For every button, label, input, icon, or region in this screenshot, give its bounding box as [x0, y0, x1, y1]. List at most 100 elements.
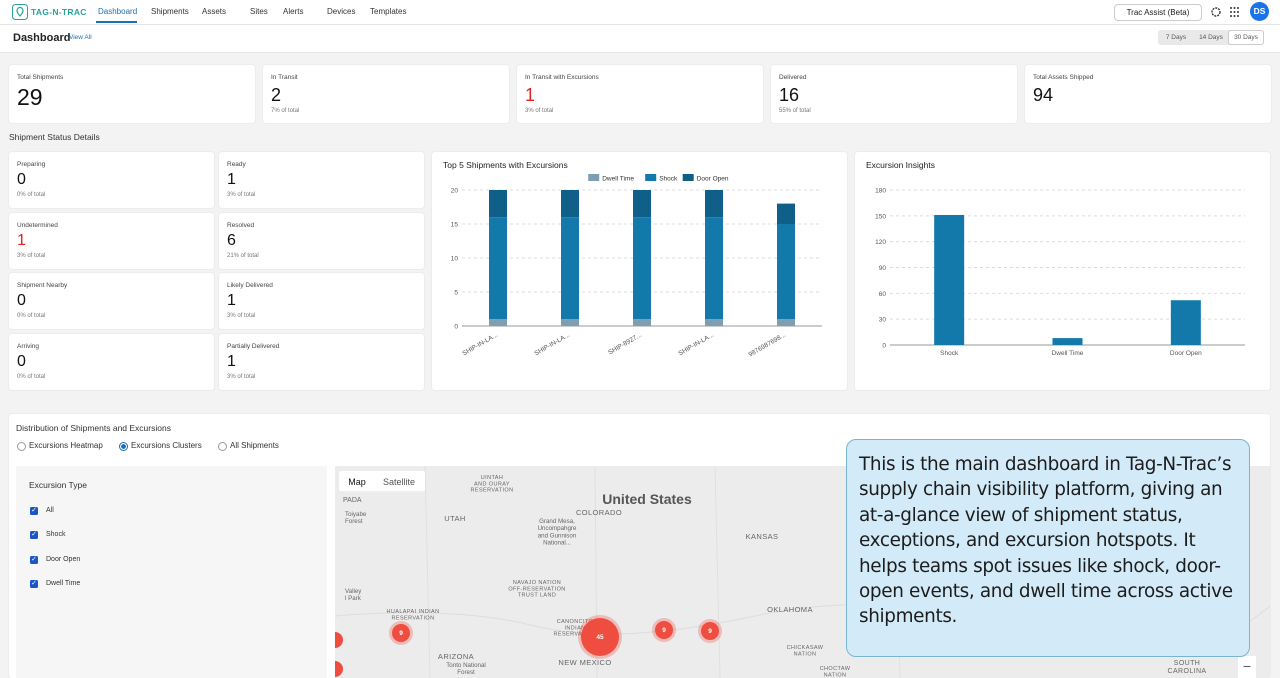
bar-segment — [777, 203, 795, 224]
insights-panel: Excursion Insights 0 30 60 90 120 150 180 Shock D… — [855, 152, 1270, 390]
map-label-line: HUALAPAI INDIAN — [387, 609, 440, 615]
filter-checkbox[interactable]: ✓ Shock — [30, 530, 150, 542]
map-label: CANONCITO INDIAN RESERVATION — [554, 619, 597, 638]
map-label: NEW MEXICO — [558, 658, 611, 667]
map-label-line: Forest — [345, 518, 363, 525]
cluster-edge — [335, 661, 343, 677]
card-label: Total Assets Shipped — [1033, 74, 1094, 81]
tab-bar — [339, 471, 425, 491]
card-value: 16 — [779, 85, 800, 105]
radio-option[interactable]: All Shipments — [218, 441, 288, 453]
map-label-line: CHOCTAW — [820, 666, 851, 672]
x-tick-label: SHIP-IN-LA... — [677, 332, 715, 358]
chart-title: Top 5 Shipments with Excursions — [443, 160, 568, 170]
map-label: United States — [602, 491, 692, 507]
map-label-line: OKLAHOMA — [767, 605, 813, 614]
map-label-line: COLORADO — [576, 508, 622, 517]
nav-item[interactable]: Dashboard — [98, 7, 138, 16]
radio-option[interactable]: Excursions Clusters — [119, 441, 209, 453]
assist-button[interactable]: Trac Assist (Beta) — [1114, 4, 1202, 21]
legend-label: Shock — [659, 176, 678, 183]
cluster[interactable] — [655, 621, 673, 639]
toolbar-icons — [1211, 7, 1239, 17]
map-label-line: INDIAN — [564, 625, 585, 631]
map-label: KANSAS — [746, 532, 779, 541]
bar-segment — [561, 190, 579, 218]
summary-card: In Transit 2 7% of total — [263, 65, 509, 123]
page-header: Dashboard View All 7 Days 14 Days 30 Days — [0, 25, 1280, 53]
map-tab[interactable]: Satellite — [383, 477, 415, 487]
status-value: 1 — [227, 171, 236, 188]
nav-item[interactable]: Shipments — [151, 7, 189, 16]
bar-segment — [633, 190, 651, 218]
bar-segment — [489, 217, 507, 320]
status-note: 21% of total — [227, 252, 259, 259]
filter-title: Excursion Type — [29, 480, 87, 490]
y-tick-label: 120 — [875, 239, 886, 246]
cluster[interactable] — [581, 618, 619, 656]
status-card: Preparing 0 0% of total — [9, 152, 214, 208]
nav-item[interactable]: Alerts — [283, 7, 304, 16]
map-label-line: Grand Mesa, — [539, 518, 575, 525]
assist-label: Trac Assist (Beta) — [1126, 8, 1190, 17]
radio-label: Excursions Heatmap — [29, 441, 103, 450]
map-label: PADA — [343, 497, 362, 504]
map-label-line: NATION — [794, 651, 817, 657]
map-label-line: National... — [543, 539, 571, 546]
nav-item[interactable]: Devices — [327, 7, 356, 16]
range-button[interactable]: 30 Days — [1229, 31, 1263, 44]
zoom-control[interactable] — [1238, 656, 1256, 678]
radio-circle — [218, 442, 227, 451]
avatar-initials: DS — [1253, 6, 1266, 16]
filter-checkbox[interactable]: ✓ All — [30, 506, 150, 518]
nav-item[interactable]: Sites — [250, 7, 268, 16]
zoom-out-icon: − — [1243, 658, 1251, 674]
status-card: Shipment Nearby 0 0% of total — [9, 273, 214, 330]
avatar[interactable]: DS — [1250, 2, 1269, 21]
cluster[interactable] — [701, 622, 719, 640]
filter-checkbox[interactable]: ✓ Door Open — [30, 555, 150, 567]
x-tick-label: 9876987698... — [747, 332, 787, 359]
top5-panel: Top 5 Shipments with Excursions 0 5 10 15 20 S… — [432, 152, 847, 390]
view-all-link[interactable]: View All — [69, 34, 92, 41]
checkbox: ✓ — [30, 531, 38, 540]
bar-segment — [705, 190, 723, 218]
status-note: 0% of total — [17, 192, 46, 198]
map-label-line: United States — [602, 491, 692, 507]
bar-segment — [633, 217, 651, 320]
y-tick-label: 90 — [879, 265, 887, 272]
status-card: Undetermined 1 3% of total — [9, 212, 214, 269]
map-label-line: TRUST LAND — [518, 593, 556, 599]
radio-circle — [119, 442, 128, 451]
map-tab[interactable]: Map — [348, 477, 366, 487]
bar-segment — [777, 319, 795, 326]
bar-segment — [561, 217, 579, 320]
map-title: Distribution of Shipments and Excursions — [16, 423, 171, 433]
cluster[interactable] — [392, 624, 410, 642]
map-label-line: Toiyabe — [345, 511, 367, 518]
radio-label: Excursions Clusters — [131, 441, 202, 450]
logo-icon — [12, 4, 28, 20]
status-value: 1 — [17, 231, 26, 249]
status-label: Likely Delivered — [227, 282, 273, 290]
bar — [934, 214, 965, 345]
map-label-line: UINTAH — [481, 475, 503, 481]
map-label: OKLAHOMA — [767, 605, 813, 614]
radio-circle — [17, 442, 26, 451]
range-button[interactable]: 7 Days — [1165, 34, 1187, 41]
card-label: In Transit — [271, 74, 298, 81]
range-button[interactable]: 14 Days — [1199, 34, 1223, 41]
status-note: 3% of total — [227, 313, 256, 320]
status-card: Ready 1 3% of total — [219, 152, 424, 208]
map-label-line: and Gunnison — [538, 532, 577, 539]
map-label: NAVAJO NATION OFF-RESERVATION TRUST LAND — [508, 580, 565, 599]
filter-label: All — [46, 507, 54, 514]
filter-checkbox[interactable]: ✓ Dwell Time — [30, 579, 150, 591]
chart-title: Excursion Insights — [866, 160, 935, 170]
nav-item[interactable]: Templates — [370, 7, 407, 16]
radio-option[interactable]: Excursions Heatmap — [17, 441, 109, 453]
nav-item[interactable]: Assets — [202, 7, 227, 16]
y-tick-label: 15 — [451, 222, 459, 229]
map-label: CHOCTAW NATION — [820, 666, 851, 678]
